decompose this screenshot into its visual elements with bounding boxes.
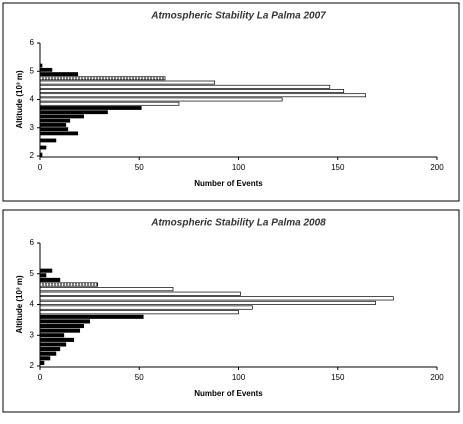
y-tick-label: 4 (30, 300, 35, 309)
x-axis-label: Number of Events (194, 389, 263, 398)
bar (39, 145, 47, 150)
y-tick-label: 3 (30, 330, 35, 339)
bar (39, 110, 108, 115)
bar (39, 356, 51, 361)
bar (39, 97, 283, 102)
bar (39, 296, 394, 301)
bar (39, 277, 61, 282)
bar (39, 300, 376, 306)
bar (39, 84, 331, 89)
bar (39, 360, 45, 365)
x-tick-label: 0 (38, 163, 43, 172)
x-tick-label: 50 (135, 373, 144, 382)
bar (39, 347, 61, 352)
chart-title: Atmospheric Stability La Palma 2007 (150, 11, 326, 22)
bar (39, 291, 241, 296)
y-tick-label: 5 (30, 269, 35, 278)
bar (39, 114, 85, 119)
bar (39, 268, 53, 273)
bar (39, 305, 253, 310)
bar (39, 123, 67, 127)
y-tick-label: 5 (30, 66, 35, 75)
x-tick-label: 0 (38, 373, 43, 382)
y-tick-label: 3 (30, 123, 35, 132)
x-tick-label: 100 (232, 163, 246, 172)
bar (39, 287, 174, 292)
bar (39, 273, 47, 278)
x-tick-label: 200 (430, 373, 444, 382)
y-tick-label: 4 (30, 95, 35, 104)
x-tick-label: 150 (331, 163, 345, 172)
bar (39, 93, 366, 98)
panel-border (2, 2, 460, 202)
bar (39, 337, 75, 342)
x-tick-label: 100 (232, 373, 246, 382)
bar (39, 101, 180, 106)
y-axis-label: Altitude (10³ m) (15, 275, 24, 334)
x-tick-label: 50 (135, 163, 144, 172)
bar (39, 328, 81, 333)
y-axis-label: Altitude (10³ m) (15, 70, 24, 129)
chart-title: Atmospheric Stability La Palma 2008 (150, 218, 326, 229)
bar (39, 72, 79, 76)
bar (39, 310, 239, 315)
bar (39, 127, 69, 132)
bar (39, 319, 90, 324)
bar (39, 131, 79, 136)
bar (39, 342, 67, 347)
bar (39, 106, 142, 110)
x-tick-label: 200 (430, 163, 444, 172)
bar (39, 351, 57, 356)
bar (39, 89, 345, 93)
x-axis-label: Number of Events (194, 179, 263, 188)
bar (39, 67, 53, 72)
bar (39, 314, 144, 319)
bar (39, 138, 57, 143)
y-tick-label: 6 (30, 38, 35, 47)
y-tick-label: 2 (30, 361, 35, 370)
y-tick-label: 6 (30, 238, 35, 247)
bar (39, 118, 71, 123)
bar (39, 80, 216, 85)
bar (39, 323, 85, 329)
bar (39, 282, 98, 287)
x-tick-label: 150 (331, 373, 345, 382)
panel-border (2, 209, 460, 413)
bar (39, 333, 65, 338)
bar (39, 76, 166, 81)
y-tick-label: 2 (30, 151, 35, 160)
